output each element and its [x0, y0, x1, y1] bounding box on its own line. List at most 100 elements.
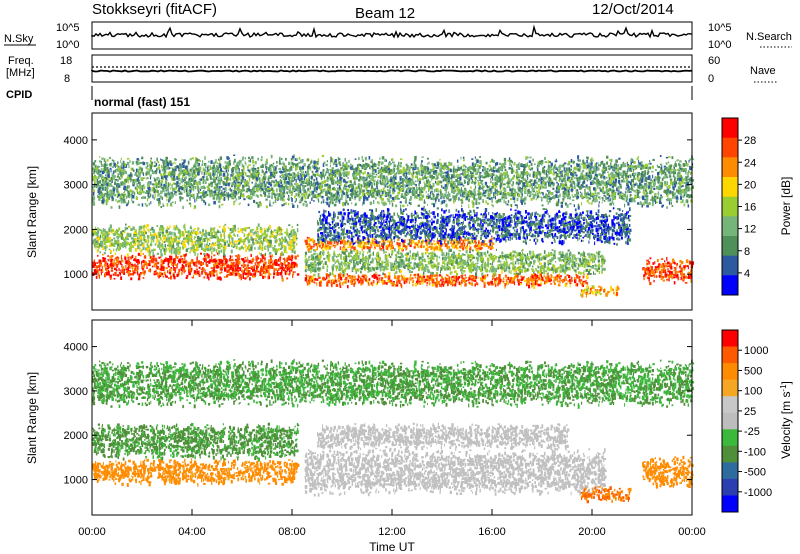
noise-strip: N.Sky 10^5 10^0 10^5 10^0 N.Search: [4, 22, 792, 51]
scatter-cell: [220, 277, 222, 280]
scatter-cell: [130, 277, 132, 280]
scatter-cell: [117, 258, 119, 262]
scatter-cell: [288, 224, 290, 226]
scatter-cell: [144, 256, 146, 259]
scatter-cell: [113, 237, 115, 239]
scatter-cell: [248, 239, 251, 243]
scatter-cell: [139, 274, 141, 278]
scatter-cell: [177, 263, 178, 265]
scatter-cell: [170, 276, 172, 280]
scatter-cell: [238, 240, 240, 242]
scatter-cell: [132, 269, 133, 272]
scatter-cell: [138, 237, 140, 240]
scatter-cell: [99, 268, 100, 272]
scatter-cell: [257, 263, 259, 266]
scatter-cell: [182, 264, 184, 267]
scatter-cell: [126, 269, 127, 271]
scatter-cell: [184, 229, 186, 231]
scatter-cell: [241, 265, 242, 267]
scatter-cell: [169, 269, 171, 272]
scatter-cell: [283, 268, 285, 270]
scatter-cell: [165, 267, 168, 269]
scatter-cell: [101, 269, 102, 271]
scatter-cell: [209, 259, 212, 262]
scatter-cell: [213, 269, 215, 272]
scatter-cell: [169, 231, 172, 235]
scatter-cell: [282, 275, 283, 278]
cpid-label: CPID: [6, 89, 32, 101]
scatter-cell: [117, 275, 119, 277]
scatter-cell: [143, 253, 145, 255]
scatter-cell: [252, 229, 255, 231]
scatter-cell: [297, 273, 299, 275]
scatter-cell: [168, 262, 170, 265]
scatter-cell: [295, 233, 297, 237]
scatter-cell: [184, 256, 185, 260]
noise-right-tick-hi: 10^5: [708, 22, 732, 34]
scatter-cell: [292, 249, 293, 251]
scatter-cell: [206, 261, 208, 263]
scatter-cell: [234, 241, 235, 243]
scatter-cell: [250, 273, 252, 276]
scatter-cell: [292, 226, 293, 228]
scatter-cell: [96, 262, 98, 264]
scatter-cell: [166, 276, 168, 278]
scatter-cell: [253, 232, 254, 235]
scatter-cell: [275, 272, 277, 275]
scatter-cell: [215, 258, 217, 260]
scatter-cell: [160, 225, 162, 228]
scatter-cell: [210, 274, 212, 277]
scatter-cell: [244, 270, 245, 274]
scatter-cell: [143, 236, 146, 238]
scatter-cell: [253, 273, 256, 276]
scatter-cell: [238, 257, 239, 259]
scatter-cell: [145, 232, 147, 234]
scatter-cell: [211, 256, 212, 260]
scatter-cell: [268, 276, 270, 279]
scatter-cell: [118, 263, 119, 265]
scatter-cell: [166, 230, 169, 233]
scatter-cell: [232, 264, 234, 268]
scatter-cell: [177, 256, 179, 258]
scatter-cell: [239, 247, 241, 250]
scatter-cell: [107, 269, 109, 272]
freq-label-line2: [MHz]: [6, 67, 35, 79]
scatter-cell: [188, 248, 190, 250]
scatter-cell: [122, 270, 124, 274]
scatter-cell: [288, 273, 289, 275]
scatter-cell: [176, 274, 178, 277]
scatter-cell: [264, 228, 266, 231]
scatter-cell: [186, 275, 188, 277]
scatter-cell: [149, 260, 151, 263]
scatter-cell: [242, 258, 244, 261]
scatter-cell: [289, 264, 291, 267]
scatter-cell: [224, 235, 225, 239]
scatter-cell: [152, 266, 153, 268]
scatter-cell: [281, 237, 283, 240]
scatter-cell: [246, 234, 247, 236]
scatter-cell: [223, 247, 225, 249]
scatter-cell: [281, 262, 282, 265]
scatter-cell: [154, 271, 156, 273]
scatter-cell: [272, 254, 273, 257]
scatter-cell: [201, 271, 203, 275]
scatter-cell: [239, 261, 241, 265]
scatter-cell: [119, 261, 121, 263]
scatter-cell: [291, 255, 293, 257]
scatter-cell: [236, 243, 238, 245]
scatter-cell: [247, 236, 249, 239]
scatter-cell: [238, 267, 240, 269]
scatter-cell: [274, 229, 276, 231]
scatter-cell: [114, 278, 116, 280]
scatter-cell: [169, 259, 170, 261]
scatter-cell: [169, 237, 171, 240]
scatter-cell: [116, 236, 117, 238]
scatter-cell: [115, 253, 117, 256]
scatter-cell: [228, 269, 229, 272]
scatter-cell: [216, 262, 218, 265]
scatter-cell: [172, 262, 174, 264]
scatter-cell: [233, 246, 235, 248]
scatter-cell: [188, 262, 189, 265]
scatter-cell: [277, 270, 278, 274]
scatter-cell: [225, 261, 227, 264]
